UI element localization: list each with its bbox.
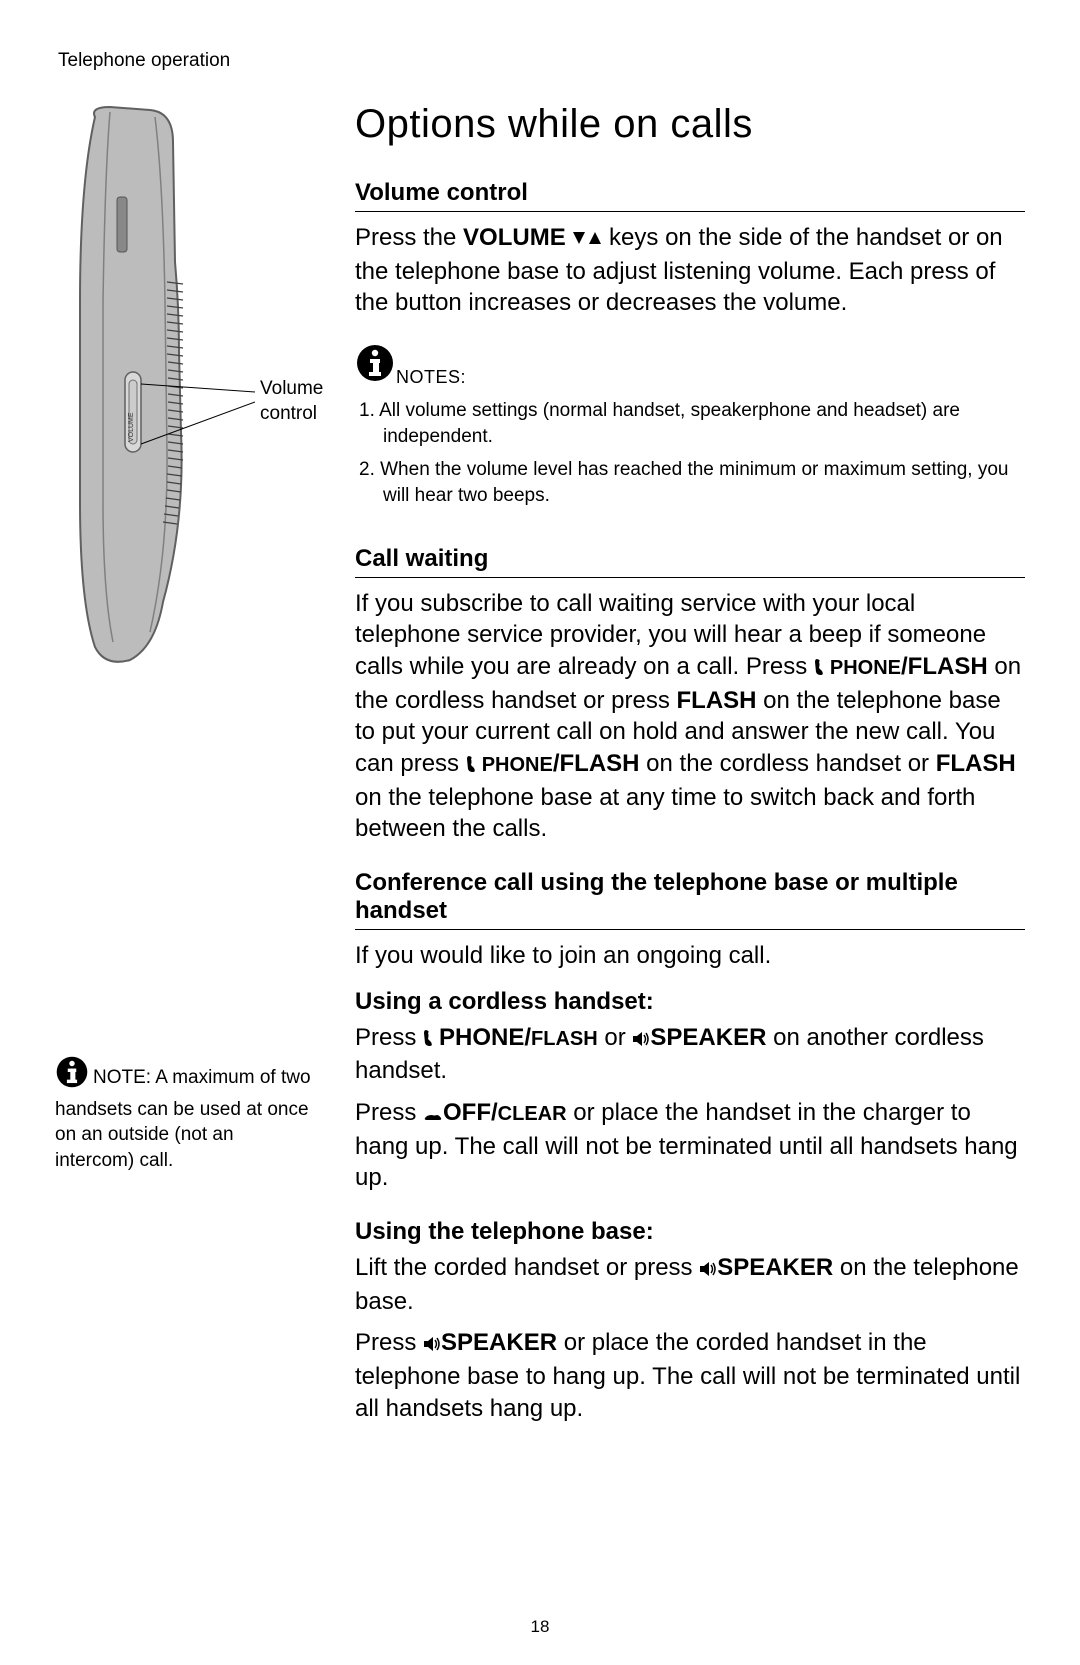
phone-flash-keyword: PHONE/FLASH [482, 750, 640, 777]
volume-control-callout: Volume control [260, 377, 323, 426]
call-waiting-paragraph: If you subscribe to call waiting service… [355, 588, 1025, 845]
right-column: Options while on calls Volume control Pr… [355, 102, 1025, 1448]
phone-icon [814, 653, 830, 685]
speaker-icon [423, 1329, 441, 1361]
callout-line1: Volume [260, 378, 323, 399]
using-cordless-heading: Using a cordless handset: [355, 988, 1025, 1016]
phone-icon [466, 750, 482, 782]
base-p1: Lift the corded handset or press SPEAKER… [355, 1252, 1025, 1317]
off-icon [423, 1099, 443, 1131]
info-icon [55, 1055, 89, 1097]
phone-flash-keyword: PHONE/FLASH [439, 1024, 598, 1051]
text: Press [355, 1024, 423, 1051]
flash-keyword: FLASH [936, 750, 1016, 777]
notes-header: NOTES: [355, 343, 1025, 388]
note-prefix: NOTE: [93, 1067, 151, 1088]
volume-control-heading: Volume control [355, 179, 1025, 212]
text: or [598, 1024, 633, 1051]
page-header: Telephone operation [58, 50, 1025, 72]
note-item-1: 1. All volume settings (normal handset, … [355, 398, 1025, 449]
handset-illustration: VOLUME [55, 102, 255, 702]
info-icon [355, 343, 395, 388]
conference-call-heading: Conference call using the telephone base… [355, 869, 1025, 930]
notes-block: NOTES: 1. All volume settings (normal ha… [355, 343, 1025, 509]
cordless-p2: Press OFF/CLEAR or place the handset in … [355, 1097, 1025, 1194]
svg-text:VOLUME: VOLUME [128, 412, 135, 442]
side-note: NOTE: A maximum of two handsets can be u… [55, 1055, 315, 1174]
base-p2: Press SPEAKER or place the corded handse… [355, 1327, 1025, 1424]
text: Lift the corded handset or press [355, 1254, 699, 1281]
callout-line2: control [260, 403, 317, 424]
text: Press [355, 1099, 423, 1126]
text: Press the [355, 224, 463, 251]
main-title: Options while on calls [355, 102, 1025, 147]
text: on the telephone base at any time to swi… [355, 784, 975, 843]
cordless-p1: Press PHONE/FLASH or SPEAKER on another … [355, 1022, 1025, 1087]
speaker-keyword: SPEAKER [717, 1254, 833, 1281]
speaker-icon [632, 1024, 650, 1056]
notes-label: NOTES: [396, 367, 466, 388]
volume-down-up-icon [572, 224, 602, 256]
handset-figure: VOLUME Volume control [55, 102, 335, 722]
note-item-2: 2. When the volume level has reached the… [355, 457, 1025, 508]
text: on the cordless handset or [640, 750, 936, 777]
phone-flash-keyword: PHONE/FLASH [830, 653, 988, 680]
text: Press [355, 1329, 423, 1356]
off-clear-keyword: OFF/CLEAR [443, 1099, 567, 1126]
speaker-keyword: SPEAKER [650, 1024, 766, 1051]
flash-keyword: FLASH [677, 687, 757, 714]
left-column: VOLUME Volume control [55, 102, 335, 1448]
phone-icon [423, 1024, 439, 1056]
speaker-icon [699, 1254, 717, 1286]
speaker-keyword: SPEAKER [441, 1329, 557, 1356]
using-base-heading: Using the telephone base: [355, 1218, 1025, 1246]
volume-keyword: VOLUME [463, 224, 566, 251]
page-number: 18 [0, 1617, 1080, 1637]
volume-control-paragraph: Press the VOLUME keys on the side of the… [355, 222, 1025, 319]
page-layout: VOLUME Volume control Options while on c… [55, 102, 1025, 1448]
call-waiting-heading: Call waiting [355, 545, 1025, 578]
conference-intro: If you would like to join an ongoing cal… [355, 940, 1025, 972]
